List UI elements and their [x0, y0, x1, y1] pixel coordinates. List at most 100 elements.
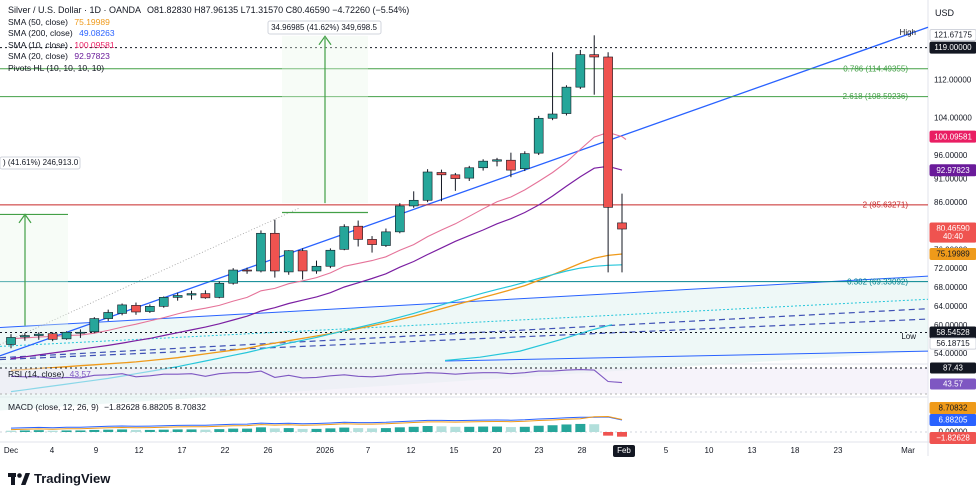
candle-2[interactable]: [33, 332, 44, 340]
time-tick-12: 23: [535, 446, 544, 455]
candle-35[interactable]: [492, 157, 502, 167]
legend-sma10[interactable]: SMA (10, close) 100.09581: [8, 39, 115, 50]
candle-body: [131, 305, 141, 313]
dotted-projection[interactable]: [0, 298, 929, 347]
candle-13[interactable]: [186, 290, 197, 300]
legend-sma20[interactable]: SMA (20, close) 92.97823: [8, 51, 110, 62]
low-label: Low: [901, 332, 916, 341]
candle-body: [75, 331, 86, 334]
candle-15[interactable]: [214, 281, 225, 299]
ohlc-readout: O81.82830 H87.96135 L71.31570 C80.46590 …: [147, 5, 410, 15]
candle-43[interactable]: [603, 52, 613, 273]
candle-6[interactable]: [89, 317, 100, 334]
candle-20[interactable]: [283, 250, 294, 275]
legend-sma50[interactable]: SMA (50, close) 75.19989: [8, 16, 110, 27]
rsi-badge-0: 87.43: [943, 364, 964, 373]
candle-31[interactable]: [436, 169, 447, 202]
candle-36[interactable]: [506, 152, 516, 178]
chart-legend: Silver / U.S. Dollar · 1D · OANDA O81.82…: [8, 5, 409, 75]
sma-20-line[interactable]: [10, 165, 623, 360]
sma-10-line[interactable]: [10, 131, 627, 340]
price-badge-bg-1: [929, 41, 976, 54]
main-trend-line[interactable]: [0, 26, 929, 357]
macd-hist-bar-29: [408, 426, 419, 432]
candle-44[interactable]: [617, 193, 627, 273]
candle-41[interactable]: [575, 49, 586, 90]
candle-19[interactable]: [270, 219, 280, 278]
time-tick-18: 18: [791, 446, 800, 455]
candle-5[interactable]: [75, 329, 86, 338]
macd-hist-bar-18: [255, 427, 266, 432]
candle-3[interactable]: [47, 332, 58, 342]
candle-body: [228, 269, 238, 284]
price-badge-bg-2: [929, 130, 976, 143]
candle-16[interactable]: [228, 268, 238, 285]
price-tick-6: 72.00000: [934, 264, 968, 273]
candle-32[interactable]: [450, 172, 461, 191]
channel-upper-line[interactable]: [0, 275, 929, 329]
legend-sma200[interactable]: SMA (200, close) 49.08263: [8, 28, 115, 39]
candle-33[interactable]: [464, 165, 475, 181]
candle-42[interactable]: [589, 35, 600, 95]
macd-hist-bar-26: [367, 428, 378, 432]
teal-projection-line[interactable]: [444, 324, 613, 362]
candle-4[interactable]: [61, 331, 72, 340]
tradingview-logo[interactable]: TradingView: [8, 471, 110, 486]
candle-37[interactable]: [519, 151, 530, 172]
candle-body: [145, 306, 155, 312]
measure-label-box: [267, 20, 382, 35]
candle-29[interactable]: [408, 191, 419, 208]
macd-legend[interactable]: MACD (close, 12, 26, 9) −1.82628 6.88205…: [8, 402, 206, 412]
time-cursor-bg: [613, 445, 635, 457]
candle-23[interactable]: [325, 248, 336, 269]
candle-8[interactable]: [117, 303, 127, 316]
macd-hist-bar-32: [450, 426, 461, 432]
price-badge-3: 92.97823: [936, 166, 970, 175]
rsi-legend[interactable]: RSI (14, close) 43.57: [8, 369, 91, 379]
candle-12[interactable]: [172, 292, 183, 301]
candle-10[interactable]: [145, 304, 155, 313]
macd-hist-bar-19: [269, 428, 280, 432]
candle-24[interactable]: [339, 224, 350, 251]
dashed-projection-1[interactable]: [0, 308, 929, 359]
macd-hist-bar-31: [436, 426, 447, 432]
rsi-line[interactable]: [10, 369, 623, 384]
candle-39[interactable]: [547, 52, 558, 121]
dashed-projection-2[interactable]: [0, 318, 929, 361]
candle-0[interactable]: [6, 334, 16, 349]
candle-14[interactable]: [200, 290, 211, 299]
candle-22[interactable]: [311, 260, 322, 274]
measure-label-box-left: [0, 156, 81, 170]
candle-21[interactable]: [297, 248, 308, 280]
candle-11[interactable]: [158, 296, 169, 308]
candle-17[interactable]: [242, 267, 252, 274]
candle-body: [172, 295, 183, 298]
candle-body: [256, 232, 266, 272]
price-badge-bg-5: [929, 230, 976, 243]
candle-27[interactable]: [381, 228, 391, 247]
candle-body: [339, 226, 350, 250]
candle-18[interactable]: [256, 230, 266, 273]
time-tick-13: 28: [578, 446, 587, 455]
candle-body: [103, 312, 114, 319]
candle-25[interactable]: [353, 220, 363, 247]
candle-7[interactable]: [103, 309, 114, 321]
candle-28[interactable]: [395, 203, 405, 234]
macd-signal-line[interactable]: [10, 415, 623, 431]
candle-9[interactable]: [131, 302, 141, 315]
candle-1[interactable]: [20, 333, 30, 341]
channel-lower-line[interactable]: [444, 350, 929, 362]
candle-38[interactable]: [533, 115, 544, 156]
macd-line[interactable]: [10, 416, 623, 429]
measure-arrowhead-top: [318, 35, 332, 46]
macd-hist-bar-11: [158, 429, 169, 432]
sma-50-line[interactable]: [10, 253, 623, 372]
candle-34[interactable]: [478, 159, 488, 171]
candle-40[interactable]: [561, 85, 572, 116]
candle-30[interactable]: [422, 169, 433, 203]
candle-body: [353, 225, 363, 240]
candle-26[interactable]: [367, 236, 377, 253]
legend-pivots[interactable]: Pivots HL (10, 10, 10, 10): [8, 62, 105, 73]
